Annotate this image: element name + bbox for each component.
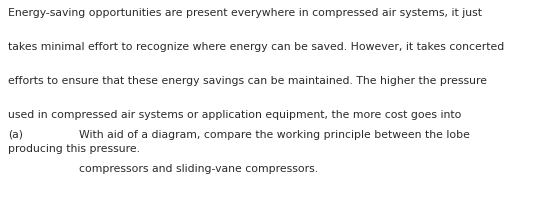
Text: takes minimal effort to recognize where energy can be saved. However, it takes c: takes minimal effort to recognize where … bbox=[8, 42, 504, 52]
Text: Energy-saving opportunities are present everywhere in compressed air systems, it: Energy-saving opportunities are present … bbox=[8, 8, 482, 17]
Text: efforts to ensure that these energy savings can be maintained. The higher the pr: efforts to ensure that these energy savi… bbox=[8, 76, 487, 86]
Text: compressors and sliding-vane compressors.: compressors and sliding-vane compressors… bbox=[79, 164, 318, 174]
Text: With aid of a diagram, compare the working principle between the lobe: With aid of a diagram, compare the worki… bbox=[79, 130, 470, 140]
Text: (a): (a) bbox=[8, 130, 22, 140]
Text: producing this pressure.: producing this pressure. bbox=[8, 144, 140, 154]
Text: used in compressed air systems or application equipment, the more cost goes into: used in compressed air systems or applic… bbox=[8, 110, 461, 120]
